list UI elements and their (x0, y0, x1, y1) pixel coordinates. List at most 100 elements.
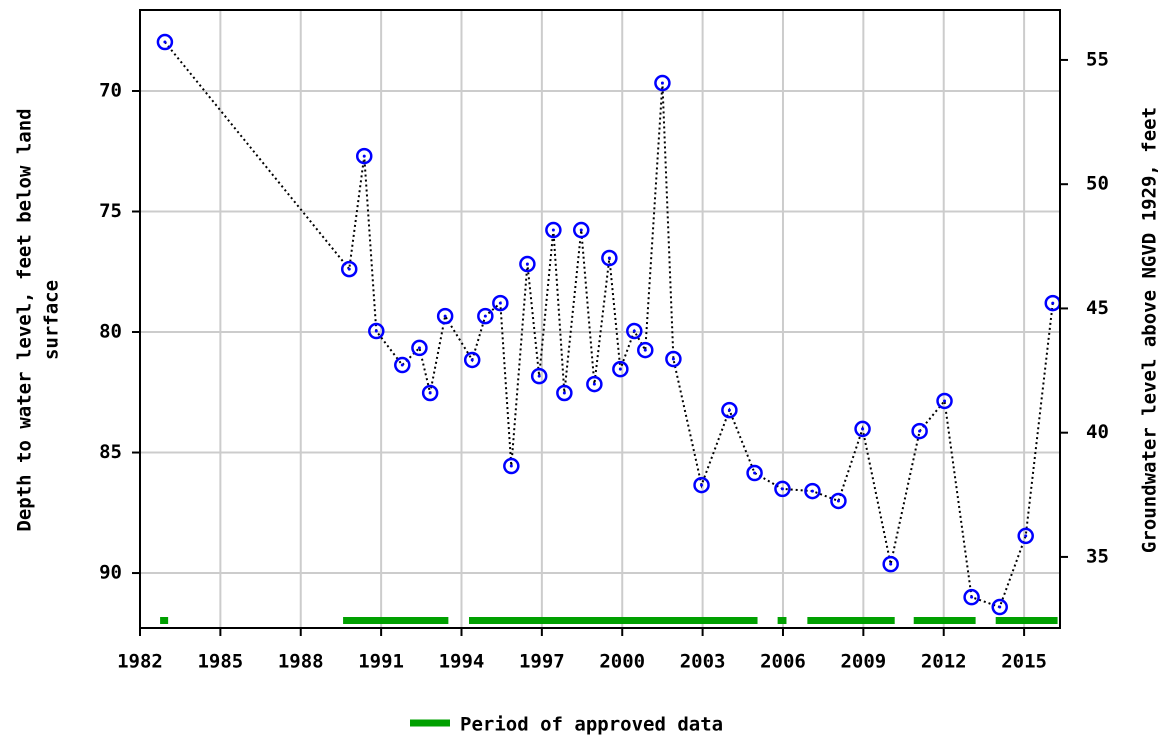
x-tick-label: 2015 (1001, 651, 1047, 673)
x-tick-label: 1982 (117, 651, 163, 673)
data-point (936, 392, 953, 410)
data-point-center (970, 595, 974, 599)
data-point (572, 221, 590, 239)
data-point-center (551, 228, 555, 232)
data-point (721, 401, 738, 419)
x-tick-label: 1991 (358, 651, 404, 673)
data-point-center (443, 314, 447, 318)
data-line (164, 41, 1054, 609)
y-axis-label: Depth to water level, feet below land (14, 108, 36, 531)
x-tick-label: 2000 (599, 651, 645, 673)
data-point (693, 476, 710, 494)
data-point-center (470, 358, 474, 362)
data-point-center (1024, 534, 1028, 538)
y2-tick-label: 40 (1086, 421, 1109, 443)
y-tick-label: 80 (99, 321, 122, 343)
data-point (665, 350, 682, 368)
data-point (436, 307, 454, 325)
x-tick-label: 1997 (519, 651, 565, 673)
data-point (421, 384, 439, 402)
data-point (503, 457, 520, 475)
x-tick-label: 1994 (439, 651, 485, 673)
y-axis-label: surface (41, 280, 63, 360)
data-point-center (861, 427, 865, 431)
data-point (963, 588, 980, 606)
data-point-center (607, 256, 611, 260)
data-point (1017, 527, 1034, 545)
x-tick-label: 2006 (760, 651, 806, 673)
data-point-center (362, 154, 366, 158)
data-point-center (780, 487, 784, 491)
data-point-center (347, 267, 351, 271)
data-point (394, 356, 411, 374)
data-point (463, 351, 481, 369)
data-point-center (671, 357, 675, 361)
data-point (545, 221, 562, 239)
data-point-center (753, 471, 757, 475)
data-point (519, 255, 536, 273)
y2-tick-label: 55 (1086, 48, 1109, 70)
data-point-center (483, 314, 487, 318)
data-point (774, 480, 791, 498)
data-point-center (810, 489, 814, 493)
approved-period (995, 617, 1058, 624)
data-point-center (562, 391, 566, 395)
data-point (556, 384, 573, 402)
data-point-center (374, 329, 378, 333)
data-point (411, 339, 428, 357)
y2-axis-label: Groundwater level above NGVD 1929, feet (1139, 107, 1161, 553)
y2-tick-label: 35 (1086, 545, 1109, 567)
y-tick-label: 75 (99, 200, 122, 222)
data-point (530, 367, 548, 385)
data-point-center (400, 363, 404, 367)
approved-period (468, 617, 758, 624)
data-point (991, 598, 1008, 616)
data-point-center (632, 329, 636, 333)
data-point-center (579, 228, 583, 232)
data-point-center (592, 382, 596, 386)
data-point-center (660, 81, 664, 85)
data-point (654, 74, 671, 92)
data-point-center (836, 499, 840, 503)
y2-tick-label: 50 (1086, 173, 1109, 195)
data-point (830, 492, 847, 510)
data-point (804, 482, 821, 500)
data-point (340, 260, 358, 278)
approved-period (913, 617, 976, 624)
data-point-center (509, 464, 513, 468)
data-point (586, 375, 603, 393)
data-point (746, 464, 763, 482)
data-point-center (1051, 301, 1055, 305)
data-point-center (727, 408, 731, 412)
data-point (882, 555, 899, 573)
x-tick-label: 2012 (921, 651, 967, 673)
data-point (355, 147, 373, 165)
data-point-center (537, 374, 541, 378)
data-point-center (525, 262, 529, 266)
data-point (368, 322, 385, 340)
data-point-center (498, 301, 502, 305)
legend-label: Period of approved data (460, 714, 723, 736)
data-point (492, 294, 509, 312)
data-point (601, 249, 618, 267)
approved-period (807, 617, 895, 624)
data-point-center (943, 399, 947, 403)
data-point-center (618, 367, 622, 371)
data-point (626, 322, 643, 340)
data-point (637, 341, 654, 359)
y-tick-label: 90 (99, 562, 122, 584)
approved-period (343, 617, 449, 624)
x-tick-label: 2003 (680, 651, 726, 673)
data-point-center (700, 483, 704, 487)
data-point (854, 420, 871, 438)
data-point (477, 307, 494, 325)
data-point (911, 422, 928, 440)
x-tick-label: 1985 (197, 651, 243, 673)
data-point (156, 33, 174, 51)
data-point-center (428, 391, 432, 395)
data-point-center (643, 348, 647, 352)
x-tick-label: 1988 (278, 651, 324, 673)
data-point-center (889, 562, 893, 566)
plot-frame (139, 9, 1061, 629)
